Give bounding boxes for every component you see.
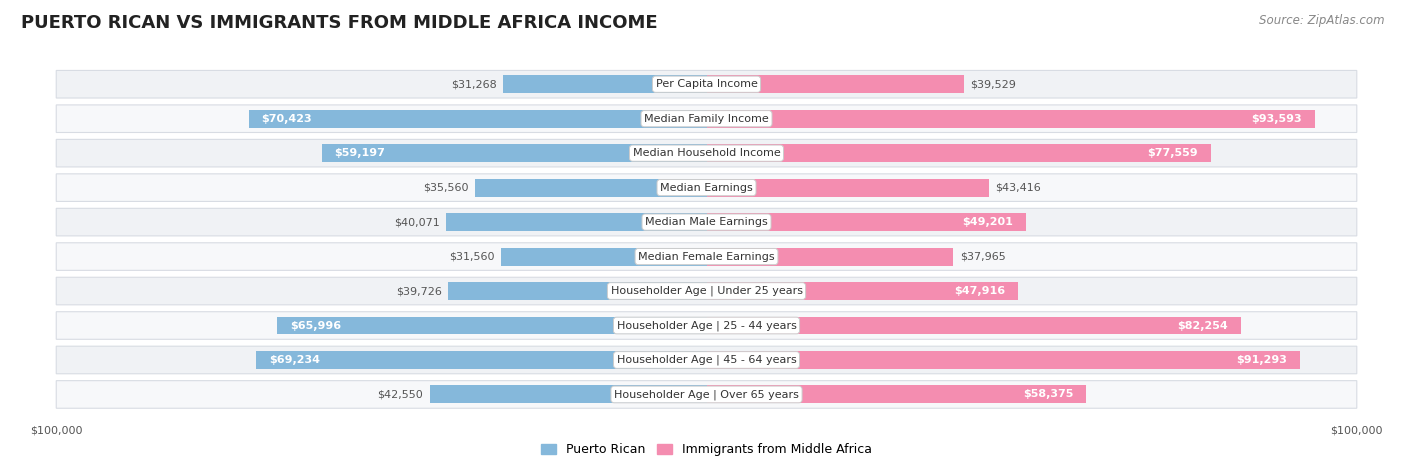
- Text: $40,071: $40,071: [394, 217, 440, 227]
- Bar: [707, 248, 953, 266]
- FancyBboxPatch shape: [56, 243, 1357, 270]
- Text: $59,197: $59,197: [335, 148, 385, 158]
- Text: Median Male Earnings: Median Male Earnings: [645, 217, 768, 227]
- FancyBboxPatch shape: [56, 277, 1357, 305]
- Bar: [707, 351, 1301, 369]
- FancyBboxPatch shape: [56, 346, 1357, 374]
- Text: $93,593: $93,593: [1251, 113, 1302, 124]
- Text: $91,293: $91,293: [1236, 355, 1286, 365]
- Bar: [707, 213, 1026, 231]
- Text: Per Capita Income: Per Capita Income: [655, 79, 758, 89]
- Text: $70,423: $70,423: [262, 113, 312, 124]
- Text: Median Household Income: Median Household Income: [633, 148, 780, 158]
- Text: $35,560: $35,560: [423, 183, 468, 192]
- Bar: [256, 351, 707, 369]
- Bar: [277, 317, 707, 334]
- Bar: [707, 385, 1085, 403]
- Bar: [430, 385, 707, 403]
- Bar: [446, 213, 707, 231]
- Bar: [707, 144, 1211, 162]
- FancyBboxPatch shape: [56, 208, 1357, 236]
- Bar: [707, 75, 963, 93]
- FancyBboxPatch shape: [56, 174, 1357, 201]
- Text: Householder Age | Over 65 years: Householder Age | Over 65 years: [614, 389, 799, 400]
- Text: $39,726: $39,726: [396, 286, 441, 296]
- Text: Source: ZipAtlas.com: Source: ZipAtlas.com: [1260, 14, 1385, 27]
- Text: $47,916: $47,916: [953, 286, 1005, 296]
- Text: $49,201: $49,201: [963, 217, 1014, 227]
- Bar: [707, 282, 1018, 300]
- FancyBboxPatch shape: [56, 71, 1357, 98]
- Text: $42,550: $42,550: [378, 389, 423, 399]
- Text: Median Family Income: Median Family Income: [644, 113, 769, 124]
- Bar: [503, 75, 707, 93]
- Text: Median Earnings: Median Earnings: [661, 183, 752, 192]
- Text: Householder Age | 25 - 44 years: Householder Age | 25 - 44 years: [617, 320, 796, 331]
- Text: $69,234: $69,234: [270, 355, 321, 365]
- Text: $31,560: $31,560: [450, 252, 495, 262]
- Text: $39,529: $39,529: [970, 79, 1017, 89]
- FancyBboxPatch shape: [56, 381, 1357, 408]
- Bar: [249, 110, 707, 127]
- Bar: [502, 248, 707, 266]
- Text: Householder Age | Under 25 years: Householder Age | Under 25 years: [610, 286, 803, 296]
- Text: $65,996: $65,996: [291, 320, 342, 331]
- Text: Householder Age | 45 - 64 years: Householder Age | 45 - 64 years: [617, 355, 796, 365]
- Text: $58,375: $58,375: [1022, 389, 1073, 399]
- Bar: [707, 179, 988, 197]
- FancyBboxPatch shape: [56, 312, 1357, 340]
- FancyBboxPatch shape: [56, 105, 1357, 133]
- Text: $37,965: $37,965: [960, 252, 1005, 262]
- Bar: [707, 317, 1241, 334]
- Bar: [707, 110, 1315, 127]
- Bar: [475, 179, 707, 197]
- Text: Median Female Earnings: Median Female Earnings: [638, 252, 775, 262]
- Text: $82,254: $82,254: [1178, 320, 1229, 331]
- Legend: Puerto Rican, Immigrants from Middle Africa: Puerto Rican, Immigrants from Middle Afr…: [536, 438, 877, 461]
- Text: $43,416: $43,416: [995, 183, 1040, 192]
- Text: PUERTO RICAN VS IMMIGRANTS FROM MIDDLE AFRICA INCOME: PUERTO RICAN VS IMMIGRANTS FROM MIDDLE A…: [21, 14, 658, 32]
- Text: $77,559: $77,559: [1147, 148, 1198, 158]
- FancyBboxPatch shape: [56, 139, 1357, 167]
- Text: $31,268: $31,268: [451, 79, 496, 89]
- Bar: [322, 144, 707, 162]
- Bar: [449, 282, 707, 300]
